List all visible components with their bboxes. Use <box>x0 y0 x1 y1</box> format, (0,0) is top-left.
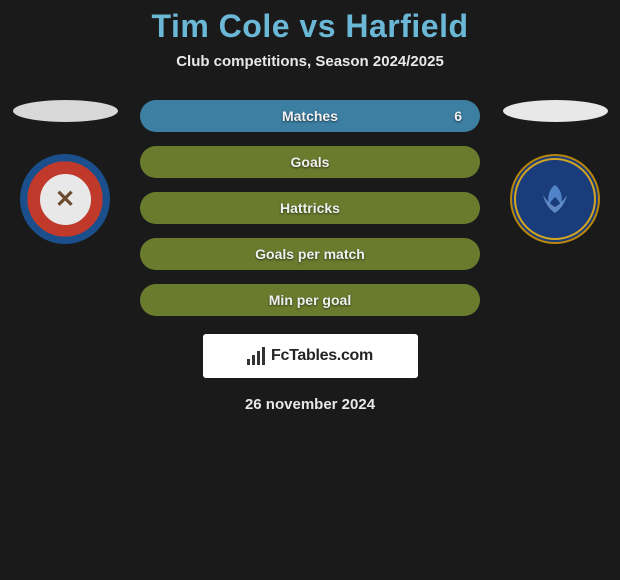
left-player-col: ✕ <box>10 100 120 244</box>
stat-goals: Goals <box>140 146 480 178</box>
stat-label: Goals <box>291 154 330 170</box>
date-label: 26 november 2024 <box>0 396 620 413</box>
badge-gold-ring <box>514 158 596 240</box>
stats-column: Matches 6 Goals Hattricks Goals per matc… <box>140 100 480 316</box>
stat-value-right: 6 <box>454 108 462 124</box>
comparison-row: ✕ Matches 6 Goals Hattricks Goals per ma… <box>0 100 620 316</box>
left-club-badge: ✕ <box>20 154 110 244</box>
badge-inner-ring: ✕ <box>38 172 93 227</box>
stat-goals-per-match: Goals per match <box>140 238 480 270</box>
left-player-avatar <box>13 100 118 122</box>
stat-matches: Matches 6 <box>140 100 480 132</box>
right-player-col <box>500 100 610 244</box>
hammers-icon: ✕ <box>55 185 75 214</box>
stat-label: Hattricks <box>280 200 340 216</box>
stat-min-per-goal: Min per goal <box>140 284 480 316</box>
stat-label: Matches <box>282 108 338 124</box>
stat-label: Min per goal <box>269 292 351 308</box>
stat-label: Goals per match <box>255 246 365 262</box>
chart-icon <box>247 347 265 365</box>
right-player-avatar <box>503 100 608 122</box>
logo-text: FcTables.com <box>271 347 373 365</box>
subtitle: Club competitions, Season 2024/2025 <box>0 53 620 70</box>
fctables-logo[interactable]: FcTables.com <box>203 334 418 378</box>
right-club-badge <box>510 154 600 244</box>
stat-hattricks: Hattricks <box>140 192 480 224</box>
page-title: Tim Cole vs Harfield <box>0 8 620 45</box>
